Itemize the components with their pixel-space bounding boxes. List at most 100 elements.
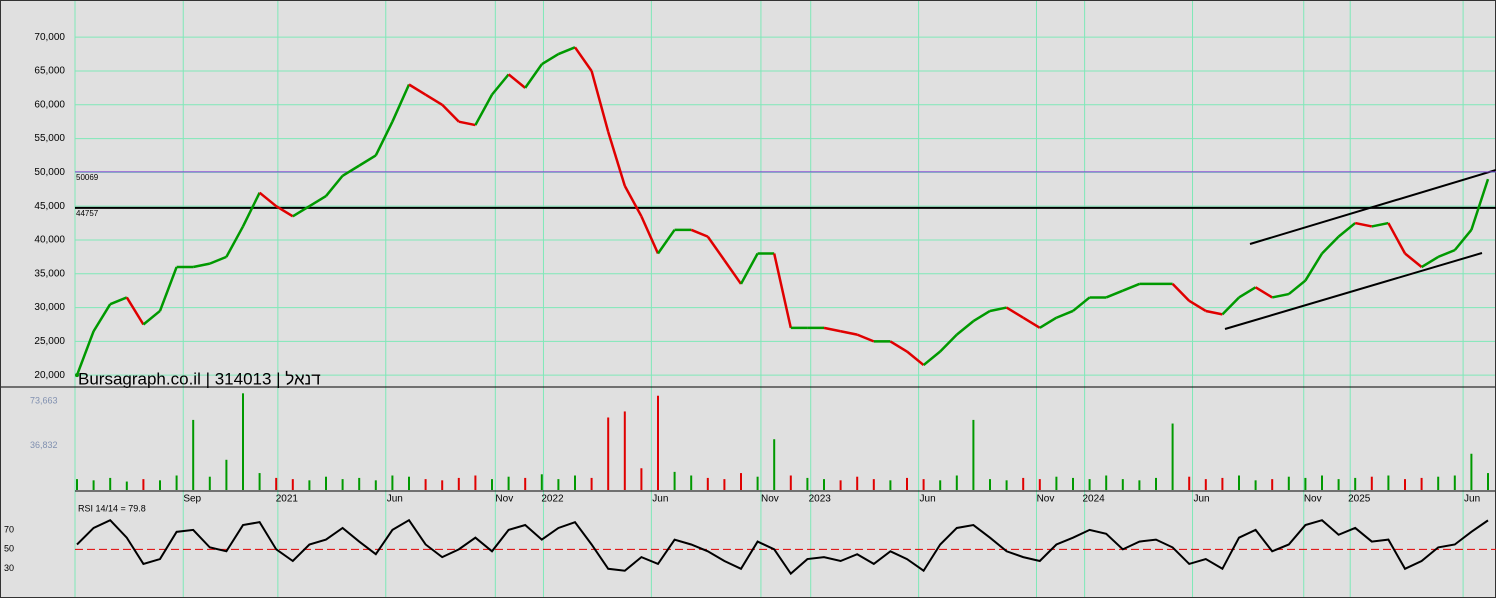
price-segment: [1337, 222, 1356, 238]
y-tick-label: 20,000: [34, 370, 65, 381]
price-segment: [541, 53, 560, 66]
price-segment: [656, 229, 676, 255]
x-tick-label: Jun: [1464, 494, 1480, 505]
price-segment: [989, 306, 1007, 313]
price-segment: [823, 326, 841, 333]
price-segment: [706, 235, 726, 261]
price-segment: [607, 131, 626, 187]
volume-bar: [657, 395, 659, 490]
price-segment: [241, 192, 261, 228]
price-segment: [1354, 221, 1373, 228]
price-segment: [1371, 221, 1389, 228]
volume-bar: [258, 473, 261, 490]
volume-bar: [1188, 476, 1191, 490]
volume-bar: [906, 477, 908, 490]
volume-bar: [1038, 479, 1041, 490]
volume-bar: [1404, 479, 1406, 490]
price-segment: [424, 93, 443, 106]
volume-bar: [1254, 480, 1257, 490]
volume-bar: [955, 475, 958, 490]
price-segment: [1039, 316, 1058, 329]
volume-bar: [1304, 477, 1307, 490]
volume-bar: [275, 477, 278, 490]
price-segment: [739, 252, 759, 285]
volume-bar: [806, 477, 809, 490]
volume-bar: [723, 479, 726, 490]
x-tick-label: 2024: [1082, 494, 1105, 505]
x-tick-label: Jun: [1193, 494, 1209, 505]
volume-bar: [325, 476, 327, 490]
volume-bar: [1337, 479, 1340, 490]
volume-bar: [92, 480, 95, 490]
volume-bar: [540, 474, 543, 490]
price-segment: [889, 340, 908, 353]
x-tick-label: Sep: [183, 494, 201, 505]
y-tick-label: 60,000: [34, 99, 65, 110]
rsi-tick-label: 50: [4, 544, 14, 554]
volume-bar: [1321, 475, 1323, 490]
rsi-line: [76, 518, 1489, 576]
volume-bar: [1470, 453, 1473, 490]
x-tick-label: Jun: [920, 494, 936, 505]
x-tick-label: Nov: [495, 494, 513, 505]
volume-bar: [673, 471, 676, 490]
price-segment: [75, 330, 95, 376]
price-segment: [1188, 299, 1207, 313]
volume-bar: [889, 480, 892, 490]
volume-bar: [142, 479, 145, 490]
y-tick-label: 45,000: [34, 201, 65, 212]
volume-bar: [1088, 479, 1091, 490]
price-segment: [1205, 309, 1223, 316]
volume-bar: [823, 479, 825, 490]
volume-bar: [76, 479, 78, 490]
price-segment: [192, 262, 211, 269]
price-segment: [458, 120, 476, 127]
volume-bar: [374, 480, 377, 490]
price-segment: [524, 63, 543, 89]
volume-bar: [1171, 423, 1174, 490]
price-segment: [491, 73, 510, 96]
price-segment: [441, 103, 460, 123]
price-segment: [690, 228, 709, 238]
price-segment: [956, 320, 975, 336]
price-segment: [939, 333, 958, 353]
volume-bar: [1437, 476, 1440, 490]
volume-bar: [1138, 480, 1141, 490]
price-segment: [1055, 309, 1074, 319]
price-segment: [856, 333, 875, 343]
price-segment: [308, 194, 327, 208]
volume-bar: [856, 476, 859, 490]
level-label: 44757: [76, 209, 99, 218]
price-segment: [906, 350, 925, 367]
volume-bar: [1105, 475, 1108, 490]
price-segment: [374, 121, 394, 157]
chart-title: Bursagraph.co.il | 314013 | דנאל: [78, 369, 321, 388]
price-segment: [258, 191, 277, 208]
y-tick-label: 55,000: [34, 133, 65, 144]
volume-bar: [424, 479, 427, 490]
price-segment: [1254, 286, 1273, 299]
volume-bar: [507, 476, 510, 490]
price-segment: [474, 94, 494, 126]
price-segment: [125, 296, 145, 326]
volume-bar: [457, 477, 460, 490]
price-segment: [292, 205, 311, 218]
y-tick-label: 35,000: [34, 268, 65, 279]
volume-bar: [358, 477, 361, 490]
volume-bar: [590, 477, 593, 490]
volume-bar: [109, 477, 112, 490]
price-segment: [840, 330, 858, 336]
price-segment: [590, 70, 610, 133]
volume-bar: [1271, 479, 1274, 490]
volume-bar: [740, 473, 742, 490]
price-segment: [723, 259, 743, 285]
rsi-label: RSI 14/14 = 79.8: [78, 503, 146, 513]
x-tick-label: 2023: [809, 494, 832, 505]
volume-bar: [1354, 477, 1357, 490]
price-segment: [1304, 252, 1324, 282]
y-tick-label: 25,000: [34, 336, 65, 347]
price-segment: [972, 309, 991, 323]
trend-line: [1224, 252, 1483, 330]
price-segment: [358, 154, 377, 167]
